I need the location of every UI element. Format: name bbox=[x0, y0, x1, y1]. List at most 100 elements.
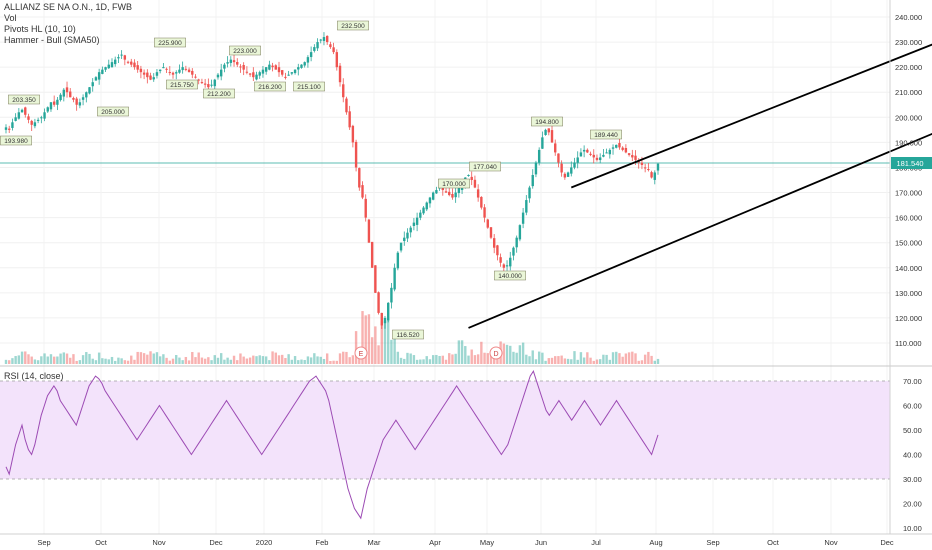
vol-legend[interactable]: Vol bbox=[4, 13, 17, 23]
candle-body bbox=[171, 72, 175, 75]
candle-body bbox=[544, 129, 547, 135]
volume-bar bbox=[14, 356, 17, 364]
volume-bar bbox=[207, 357, 210, 364]
pivot-box bbox=[392, 329, 424, 340]
volume-bar bbox=[570, 359, 573, 364]
time-tick-label: Nov bbox=[152, 538, 166, 547]
volume-bar bbox=[194, 357, 197, 364]
candle-body bbox=[419, 212, 422, 218]
volume-bar bbox=[390, 339, 393, 364]
volume-bar bbox=[531, 350, 534, 364]
price-tick-label: 130.000 bbox=[895, 289, 922, 298]
candle-body bbox=[441, 186, 445, 191]
candle-body bbox=[4, 127, 8, 130]
candle-body bbox=[123, 55, 127, 60]
candle-body bbox=[534, 162, 538, 175]
volume-bar bbox=[563, 358, 567, 364]
candle-body bbox=[380, 312, 383, 326]
rsi-legend: RSI (14, close) bbox=[4, 371, 64, 382]
volume-bar bbox=[457, 340, 461, 364]
rsi-legend-label[interactable]: RSI (14, close) bbox=[4, 371, 64, 381]
candle-body bbox=[621, 147, 624, 150]
rsi-axis[interactable]: 70.00 60.00 50.00 40.00 30.00 20.00 10.00 bbox=[903, 377, 922, 533]
volume-bar bbox=[566, 358, 570, 364]
volume-bar bbox=[94, 360, 98, 364]
volume-bar bbox=[492, 355, 496, 364]
pivot-label: 170.000 bbox=[442, 181, 466, 188]
symbol-title[interactable]: ALLIANZ SE NA O.N., 1D, FWB bbox=[4, 2, 133, 12]
hammer-legend[interactable]: Hammer - Bull (SMA50) bbox=[4, 35, 100, 45]
candle-body bbox=[332, 47, 335, 53]
volume-bar bbox=[158, 356, 162, 364]
candle-body bbox=[239, 66, 242, 68]
volume-bar bbox=[502, 343, 506, 364]
pivot-label: 216.200 bbox=[258, 84, 282, 91]
trend-channel[interactable] bbox=[468, 17, 932, 329]
price-axis[interactable]: 240.000 230.000 220.000 210.000 200.000 190.0… bbox=[895, 13, 922, 348]
volume-bar bbox=[448, 353, 451, 364]
volume-bar bbox=[65, 353, 69, 364]
volume-bar bbox=[325, 353, 329, 364]
candle-body bbox=[117, 57, 120, 59]
candle-body bbox=[268, 64, 271, 70]
volume-bar bbox=[354, 331, 358, 364]
candle-body bbox=[293, 69, 297, 74]
candle-body bbox=[470, 176, 473, 180]
candle-body bbox=[634, 155, 637, 160]
candle-body bbox=[399, 242, 403, 251]
candle-body bbox=[181, 67, 184, 71]
time-axis[interactable]: Sep Oct Nov Dec 2020 Feb Mar Apr May Jun Jul Aug Sep… bbox=[37, 538, 894, 547]
candle-body bbox=[133, 62, 136, 68]
volume-bar bbox=[17, 355, 21, 364]
pivots-legend[interactable]: Pivots HL (10, 10) bbox=[4, 24, 76, 34]
time-tick-label: Sep bbox=[37, 538, 50, 547]
candle-body bbox=[412, 222, 416, 226]
event-marker-circle bbox=[354, 346, 368, 360]
candle-body bbox=[541, 137, 544, 149]
volume-bar bbox=[383, 320, 387, 364]
price-tick-label: 140.000 bbox=[895, 264, 922, 273]
last-price-value: 181.540 bbox=[896, 159, 923, 168]
volume-bar bbox=[348, 357, 351, 364]
candle-body bbox=[358, 168, 361, 188]
volume-bar bbox=[370, 337, 374, 364]
candle-body bbox=[197, 79, 200, 81]
price-tick-label: 170.000 bbox=[895, 189, 922, 198]
volume-bar bbox=[40, 356, 43, 364]
candle-body bbox=[518, 225, 522, 240]
candle-body bbox=[325, 35, 329, 43]
pivot-label: 212.200 bbox=[207, 91, 231, 98]
volume-bar bbox=[171, 358, 175, 364]
volume-bar bbox=[242, 356, 245, 364]
candle-body bbox=[236, 62, 239, 65]
volume-bar bbox=[303, 359, 306, 364]
volume-bar bbox=[602, 354, 605, 364]
volume-bar bbox=[618, 353, 621, 364]
candle-body bbox=[486, 219, 489, 228]
volume-bar bbox=[403, 358, 406, 364]
volume-bar bbox=[133, 359, 136, 364]
candle-body bbox=[428, 197, 432, 204]
candle-body bbox=[483, 207, 486, 218]
candle-body bbox=[457, 187, 461, 194]
candle-body bbox=[261, 69, 265, 74]
candle-body bbox=[496, 245, 499, 256]
volume-bar bbox=[175, 355, 178, 364]
candle-body bbox=[120, 54, 123, 56]
pivot-box bbox=[0, 135, 32, 146]
candle-body bbox=[505, 265, 509, 267]
volume-bar bbox=[557, 356, 560, 364]
volume-bar bbox=[525, 354, 528, 364]
price-legend: ALLIANZ SE NA O.N., 1D, FWB Vol Pivots H… bbox=[4, 2, 132, 46]
candle-body bbox=[570, 167, 573, 174]
time-tick-label: Aug bbox=[649, 538, 662, 547]
candle-body bbox=[550, 130, 554, 143]
price-tick-label: 220.000 bbox=[895, 63, 922, 72]
volume-bar bbox=[480, 341, 483, 364]
volume-bar bbox=[473, 355, 477, 364]
volume-bar bbox=[75, 360, 78, 364]
volume-bar bbox=[20, 351, 24, 364]
candle-body bbox=[393, 267, 396, 290]
candle-body bbox=[184, 68, 188, 70]
pivot-label: 205.000 bbox=[101, 109, 125, 116]
